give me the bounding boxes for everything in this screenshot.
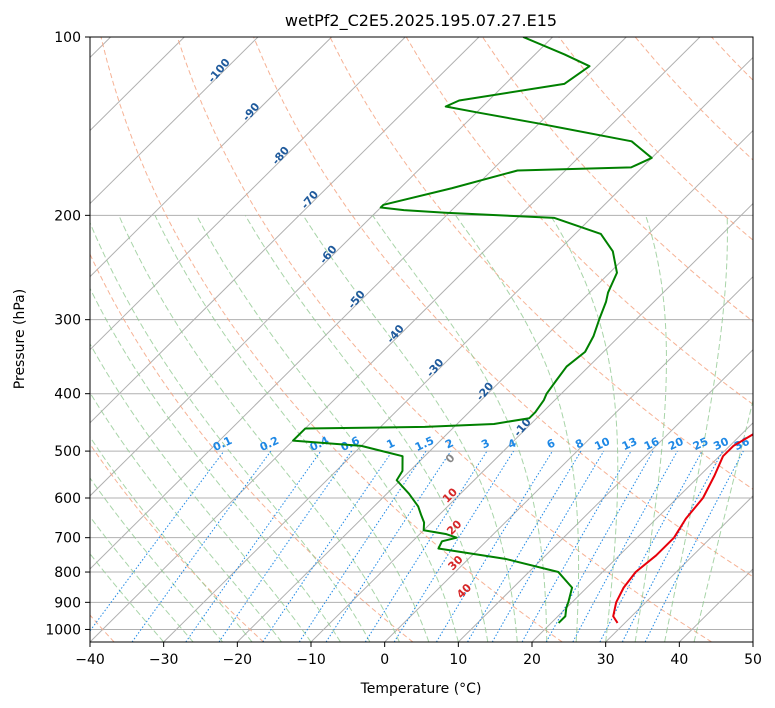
moist-adiabat-line: [90, 515, 194, 642]
moist-adiabat-line: [244, 215, 489, 642]
y-axis-label: Pressure (hPa): [12, 289, 28, 389]
isotherm-line: [457, 349, 753, 642]
dry-adiabats: [90, 37, 753, 642]
moist-adiabat-line: [634, 215, 667, 642]
isotherm-line: [90, 37, 259, 205]
isotherm-line: [90, 37, 332, 278]
mixing-ratio-line: [218, 450, 353, 642]
dry-adiabat-line: [90, 253, 414, 642]
moist-adiabat-line: [90, 477, 223, 642]
x-axis-label: Temperature (°C): [360, 681, 482, 697]
mixing-ratio-label: 13: [620, 435, 639, 453]
mixing-ratio-line: [621, 450, 724, 642]
moist-adiabat-line: [118, 215, 400, 642]
dry-adiabat-line: [405, 37, 753, 405]
dry-adiabat-line: [482, 37, 753, 323]
isotherm-line: [384, 275, 753, 642]
moist-adiabat-line: [693, 398, 753, 642]
mixing-ratio-line: [545, 450, 654, 642]
moist-adiabat-line: [90, 221, 371, 642]
isotherm-line: [90, 37, 627, 570]
isotherm-line: [163, 56, 753, 642]
y-tick-label: 600: [54, 491, 81, 507]
y-tick-label: 1000: [45, 622, 81, 638]
mixing-ratio-label: 30: [711, 435, 731, 453]
x-tick-label: 10: [449, 652, 467, 668]
mixing-ratio-line: [364, 450, 488, 642]
moist-adiabats: [90, 215, 753, 642]
isotherm-line: [90, 37, 553, 497]
x-tick-label: −20: [223, 652, 253, 668]
isotherm-line: [90, 37, 406, 351]
isotherm-line: [90, 37, 480, 424]
x-tick-label: 40: [670, 652, 688, 668]
mixing-ratio-line: [262, 450, 393, 642]
y-tick-label: 900: [54, 595, 81, 611]
moist-adiabat-line: [154, 215, 430, 642]
x-axis: −40 −30 −20 −10 0 10 20 30 40 50: [75, 642, 762, 668]
moist-adiabat-line: [455, 215, 580, 642]
mixing-ratio-line: [185, 450, 322, 642]
isotherm-line: [310, 202, 753, 642]
dry-adiabat-line: [90, 443, 264, 642]
x-tick-label: −10: [296, 652, 326, 668]
y-tick-label: 100: [54, 30, 81, 46]
dewpoint-profile-line: [292, 37, 653, 624]
moist-adiabat-line: [90, 391, 282, 642]
isotherm-line: [90, 37, 701, 642]
plot-area: -100-90-80-70-60-50-40-30-20-10010203040…: [90, 37, 753, 642]
mixing-ratio-line: [644, 450, 744, 642]
isobar-grid: [90, 37, 753, 630]
moist-adiabat-line: [550, 215, 619, 642]
x-tick-label: 20: [523, 652, 541, 668]
mixing-ratio-line: [435, 450, 553, 642]
y-tick-label: 200: [54, 208, 81, 224]
y-tick-label: 400: [54, 387, 81, 403]
mixing-ratio-label: 25: [691, 435, 710, 453]
isotherm-line: [605, 495, 753, 642]
dry-adiabat-line: [329, 37, 753, 490]
dry-adiabat-line: [176, 37, 712, 642]
y-tick-label: 700: [54, 531, 81, 547]
dry-adiabat-line: [253, 37, 753, 578]
moist-adiabat-line: [372, 215, 548, 642]
isotherm-grid: [90, 37, 753, 642]
x-tick-label: −30: [149, 652, 179, 668]
moist-adiabat-line: [196, 215, 459, 642]
moist-adiabat-line: [90, 436, 253, 642]
mixing-ratio-lines: [90, 450, 744, 642]
isotherm-line: [531, 422, 753, 642]
plot-frame: [89, 36, 754, 643]
chart-title: wetPf2_C2E5.2025.195.07.27.E15: [285, 11, 557, 31]
mixing-ratio-line: [325, 450, 452, 642]
mixing-ratio-line: [599, 450, 703, 642]
mixing-ratio-label: 36: [732, 435, 752, 453]
y-tick-label: 300: [54, 313, 81, 329]
mixing-ratio-line: [131, 450, 272, 642]
mixing-ratio-line: [572, 450, 678, 642]
sounding-series: [292, 37, 753, 624]
isotherm-line: [236, 129, 753, 642]
mixing-ratio-label: 10: [593, 435, 613, 453]
mixing-ratio-line: [90, 450, 225, 632]
mixing-ratio-label: 16: [642, 435, 662, 453]
dry-adiabat-line: [100, 37, 563, 642]
moist-adiabat-line: [664, 215, 728, 642]
moist-adiabat-line: [90, 552, 165, 642]
mixing-ratio-line: [298, 450, 427, 642]
temperature-profile-line: [612, 433, 753, 624]
y-tick-label: 500: [54, 444, 81, 460]
mixing-ratio-label: 20: [666, 435, 686, 453]
y-tick-label: 800: [54, 565, 81, 581]
y-axis: 100 200 300 400 500 600 700 800 900 1000: [45, 30, 90, 638]
mixing-ratio-line: [393, 450, 515, 642]
x-tick-label: −40: [75, 652, 105, 668]
moist-adiabat-line: [90, 342, 312, 642]
x-tick-label: 30: [597, 652, 615, 668]
x-tick-label: 50: [744, 652, 762, 668]
moist-adiabat-line: [90, 287, 341, 642]
x-tick-label: 0: [380, 652, 389, 668]
